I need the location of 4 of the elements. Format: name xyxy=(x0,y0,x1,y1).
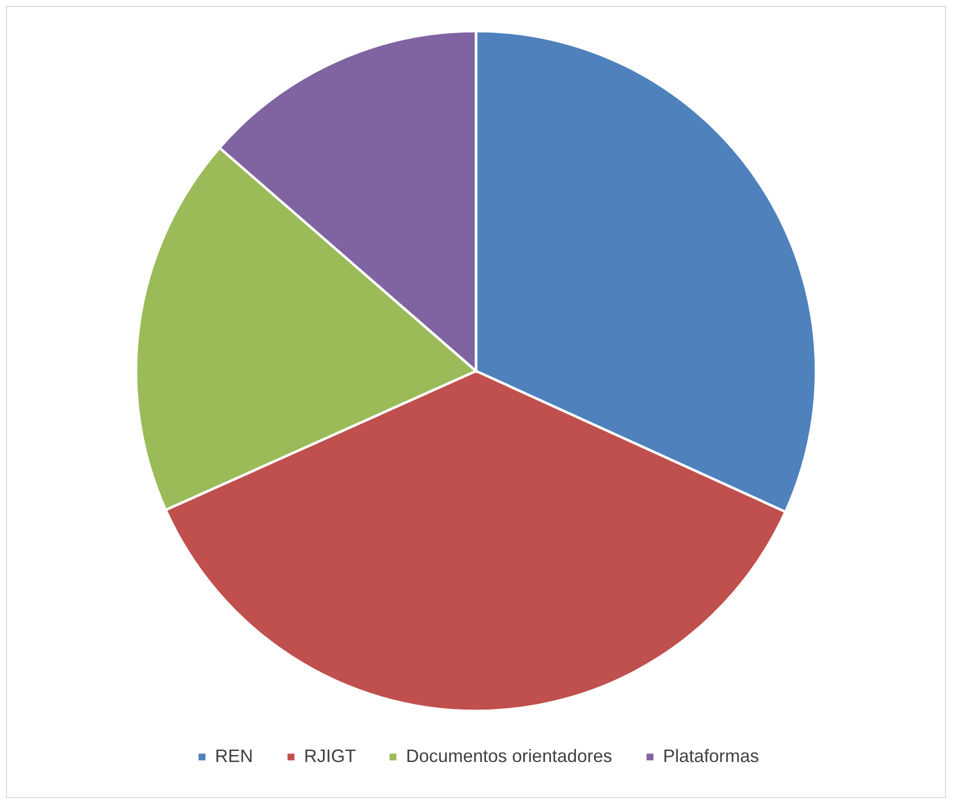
legend-label: RJIGT xyxy=(304,746,356,766)
legend-label: Documentos orientadores xyxy=(406,746,612,766)
legend-label: REN xyxy=(215,746,254,766)
legend-label: Plataformas xyxy=(663,746,760,766)
